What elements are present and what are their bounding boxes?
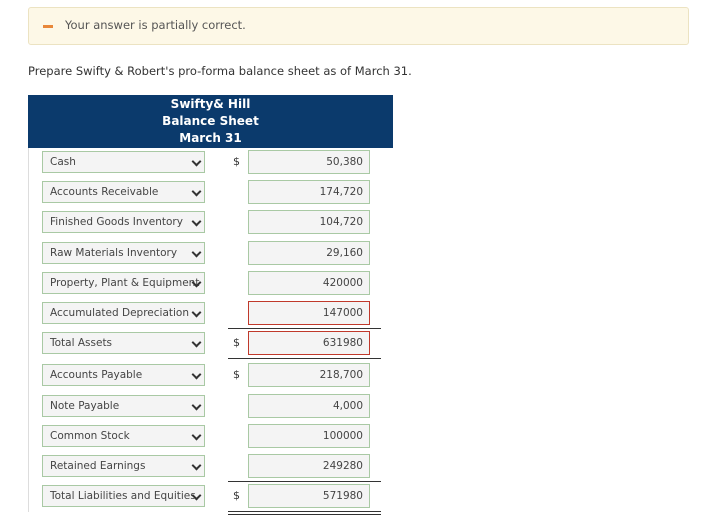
account-select[interactable]: Accumulated Depreciation: [42, 302, 205, 324]
dropdown-chevron: [191, 490, 202, 501]
amount-input[interactable]: 4,000: [248, 394, 370, 418]
company: Swifty& Hill: [170, 97, 251, 111]
account-select[interactable]: Cash: [42, 151, 205, 173]
amount-input[interactable]: 147000: [248, 301, 370, 325]
total-rule: [228, 358, 381, 359]
currency-sign: $: [233, 336, 240, 349]
total-rule: [228, 328, 381, 329]
amount-input[interactable]: 420000: [248, 271, 370, 295]
instruction: Prepare Swifty & Robert's pro-forma bala…: [28, 64, 412, 78]
sheet-date: March 31: [179, 131, 242, 145]
amount-input[interactable]: 571980: [248, 484, 370, 508]
account-select[interactable]: Accounts Payable: [42, 364, 205, 386]
dropdown-chevron: [191, 247, 202, 258]
dropdown-chevron: [191, 400, 202, 411]
dropdown-chevron: [191, 430, 202, 441]
sheet-header: Swifty& Hill Balance Sheet March 31: [28, 95, 393, 148]
minus-icon: [43, 25, 53, 28]
account-select[interactable]: Finished Goods Inventory: [42, 211, 205, 233]
account-select[interactable]: Retained Earnings: [42, 455, 205, 477]
dropdown-chevron: [191, 216, 202, 227]
total-rule: [228, 514, 381, 515]
amount-input[interactable]: 631980: [248, 331, 370, 355]
account-select[interactable]: Note Payable: [42, 395, 205, 417]
amount-input[interactable]: 218,700: [248, 363, 370, 387]
currency-sign: $: [233, 368, 240, 381]
currency-sign: $: [233, 489, 240, 502]
account-select[interactable]: Property, Plant & Equipment: [42, 272, 205, 294]
dropdown-chevron: [191, 307, 202, 318]
amount-input[interactable]: 104,720: [248, 210, 370, 234]
amount-input[interactable]: 100000: [248, 424, 370, 448]
dropdown-chevron: [191, 186, 202, 197]
account-select[interactable]: Raw Materials Inventory: [42, 242, 205, 264]
currency-sign: $: [233, 155, 240, 168]
amount-input[interactable]: 29,160: [248, 241, 370, 265]
total-rule: [228, 511, 381, 512]
amount-input[interactable]: 249280: [248, 454, 370, 478]
banner-text: Your answer is partially correct.: [65, 18, 246, 32]
total-rule: [228, 481, 381, 482]
sheet-title: Balance Sheet: [162, 114, 259, 128]
feedback-banner: Your answer is partially correct.: [28, 7, 689, 45]
dropdown-chevron: [191, 337, 202, 348]
amount-input[interactable]: 50,380: [248, 150, 370, 174]
account-select[interactable]: Common Stock: [42, 425, 205, 447]
dropdown-chevron: [191, 369, 202, 380]
dropdown-chevron: [191, 156, 202, 167]
account-select[interactable]: Total Liabilities and Equities: [42, 485, 205, 507]
account-select[interactable]: Accounts Receivable: [42, 181, 205, 203]
column-border: [28, 148, 29, 512]
account-select[interactable]: Total Assets: [42, 332, 205, 354]
dropdown-chevron: [191, 460, 202, 471]
amount-input[interactable]: 174,720: [248, 180, 370, 204]
dropdown-chevron: [191, 277, 202, 288]
